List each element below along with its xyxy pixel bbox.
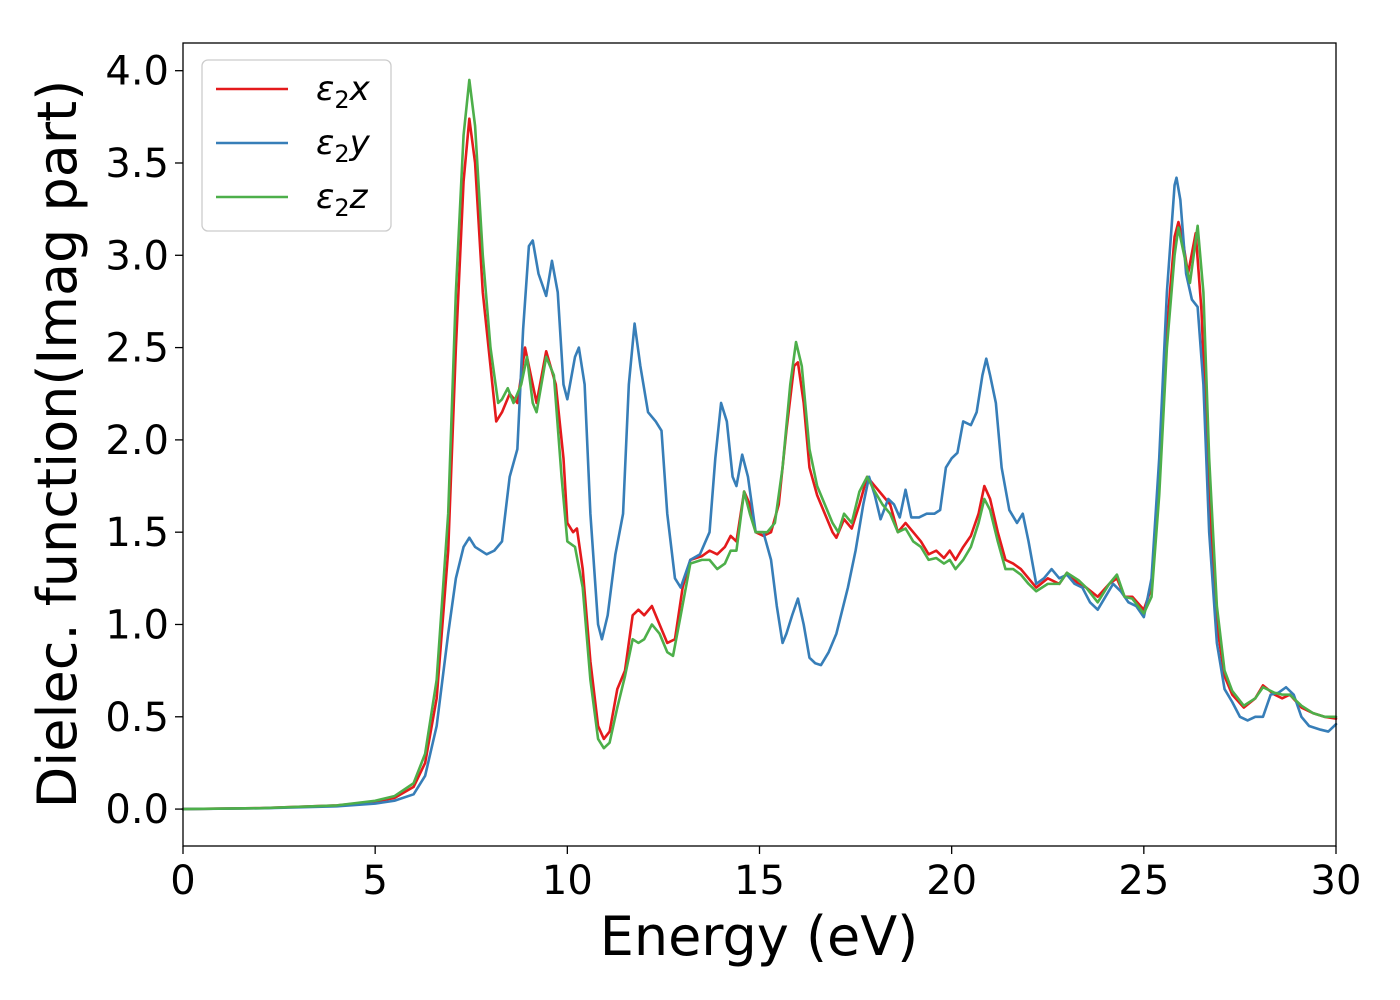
x-tick-label: 25 — [1118, 858, 1169, 904]
y-tick-label: 0.0 — [105, 787, 169, 833]
legend-label-x: ε2x — [316, 69, 371, 114]
y-tick-label: 3.5 — [105, 141, 169, 187]
y-tick-label: 1.5 — [105, 510, 169, 556]
x-tick-label: 5 — [362, 858, 387, 904]
x-axis: 0 5 10 15 20 25 30 — [170, 846, 1361, 904]
legend: ε2x ε2y ε2z — [201, 59, 392, 232]
y-tick-label: 2.5 — [105, 326, 169, 372]
series-line-z — [181, 78, 1338, 811]
legend-label-y: ε2y — [316, 123, 371, 168]
x-tick-label: 10 — [542, 858, 593, 904]
y-axis: 0.0 0.5 1.0 1.5 2.0 2.5 3.0 3.5 4.0 — [105, 49, 183, 833]
y-tick-label: 3.0 — [105, 233, 169, 279]
x-tick-label: 30 — [1311, 858, 1362, 904]
x-tick-label: 15 — [734, 858, 785, 904]
x-axis-label: Energy (eV) — [600, 905, 919, 968]
legend-box — [201, 59, 392, 232]
y-tick-label: 2.0 — [105, 418, 169, 464]
plot-lines — [181, 78, 1338, 811]
y-tick-label: 0.5 — [105, 695, 169, 741]
y-tick-label: 4.0 — [105, 49, 169, 95]
x-tick-label: 0 — [170, 858, 195, 904]
x-tick-label: 20 — [926, 858, 977, 904]
y-axis-label: Dielec. function(Imag part) — [26, 80, 89, 809]
legend-label-z: ε2z — [316, 177, 369, 222]
y-tick-label: 1.0 — [105, 602, 169, 648]
series-line-y — [181, 176, 1338, 811]
